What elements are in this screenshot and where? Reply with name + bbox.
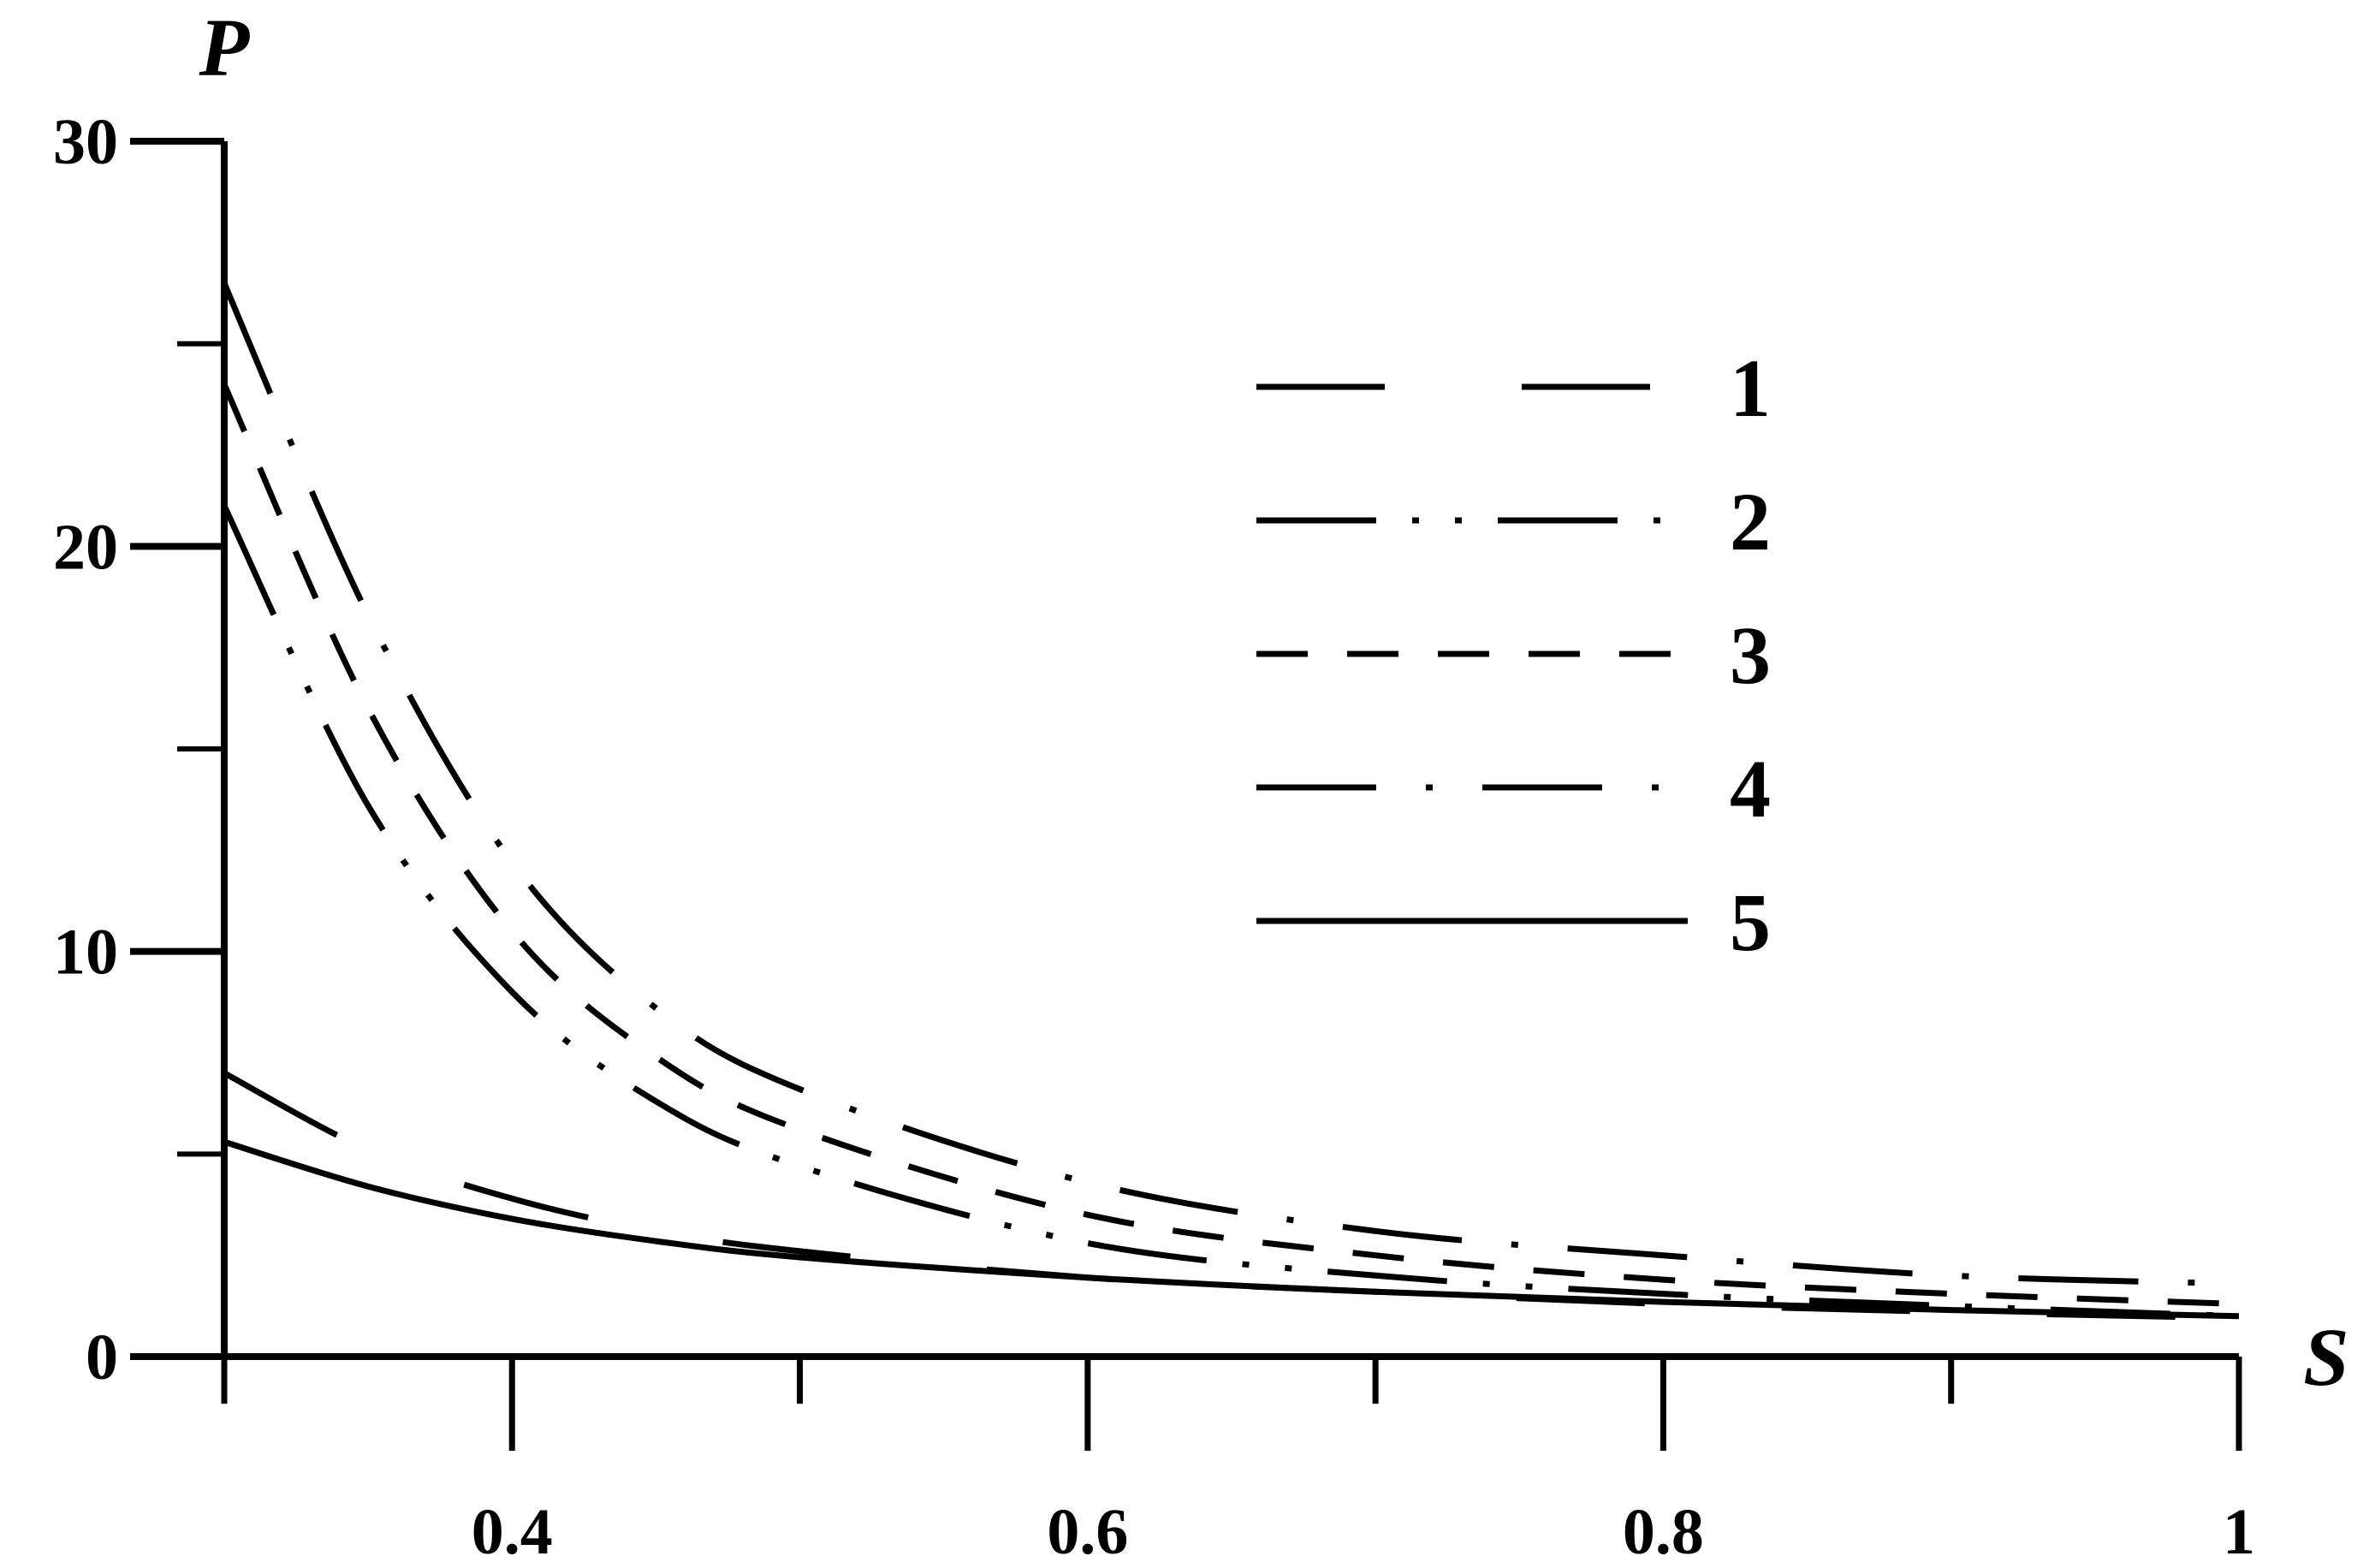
y-tick-label: 10	[53, 917, 118, 989]
series-5-line	[223, 1138, 2240, 1320]
y-tick-label: 20	[53, 511, 118, 583]
legend-label-3: 3	[1730, 609, 1771, 701]
x-tick-label: 0.8	[1623, 1496, 1704, 1568]
x-tick-label: 0.4	[472, 1496, 553, 1568]
y-ticks: 0 10 20 30	[53, 106, 224, 1393]
x-ticks: 0.4 0.6 0.8 1	[221, 1357, 2255, 1568]
series-lines	[221, 282, 2240, 1322]
x-tick-label: 0.6	[1047, 1496, 1128, 1568]
legend-label-1: 1	[1730, 342, 1771, 434]
series-2-line	[221, 504, 2240, 1320]
legend: 1 2 3 4 5	[1256, 342, 1771, 968]
x-axis-title: S	[2303, 1311, 2348, 1403]
y-axis-title: P	[199, 2, 251, 93]
legend-label-5: 5	[1730, 876, 1771, 968]
x-tick-label: 1	[2223, 1496, 2255, 1568]
series-4-line	[221, 282, 2240, 1287]
series-3-line	[221, 383, 2240, 1307]
legend-label-4: 4	[1730, 743, 1771, 834]
series-1-line	[223, 1070, 2240, 1322]
y-tick-label: 0	[86, 1322, 118, 1393]
plot-area: 0 10 20 30 0.4 0.6 0.8 1 1 2 3 4 5 P S	[53, 2, 2349, 1568]
legend-label-2: 2	[1730, 476, 1771, 567]
y-tick-label: 30	[53, 106, 118, 178]
